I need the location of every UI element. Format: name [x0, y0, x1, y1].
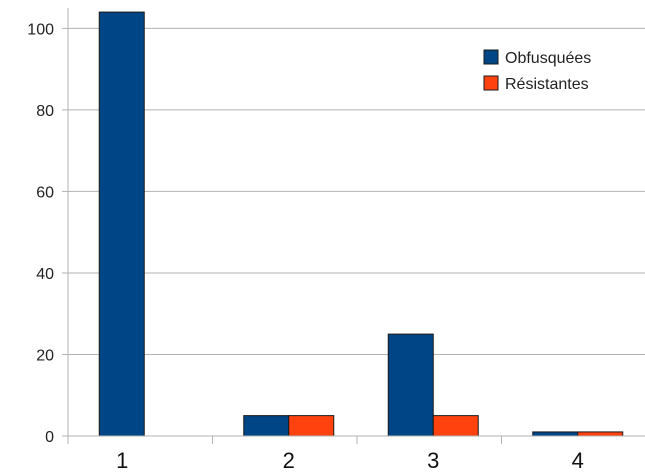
legend: Obfusquées Résistantes	[483, 49, 591, 93]
x-tick-label-3: 3	[427, 448, 439, 473]
y-tick-label-60: 60	[36, 184, 54, 201]
x-axis: 1 2 3 4	[67, 435, 645, 473]
bar-resistantes-3	[432, 415, 479, 437]
bar-resistantes-2	[288, 415, 335, 437]
legend-label-obfusquees: Obfusquées	[505, 50, 591, 67]
x-tick-label-1: 1	[116, 448, 128, 473]
y-tick-label-0: 0	[45, 429, 54, 446]
bar-obfusquees-2	[243, 415, 290, 437]
y-tick-label-100: 100	[27, 21, 54, 38]
y-tick-label-80: 80	[36, 103, 54, 120]
bars	[98, 11, 624, 437]
gridlines	[68, 27, 645, 355]
bar-obfusquees-1	[98, 11, 145, 437]
x-tick-label-4: 4	[572, 448, 584, 473]
legend-swatch-resistantes	[483, 75, 499, 91]
bar-obfusquees-3	[387, 333, 434, 437]
y-axis: 0 20 40 60 80 100	[27, 8, 69, 446]
legend-label-resistantes: Résistantes	[505, 76, 589, 93]
legend-swatch-obfusquees	[483, 49, 499, 65]
bar-resistantes-4	[577, 431, 624, 437]
x-tick-label-2: 2	[283, 448, 295, 473]
y-tick-label-20: 20	[36, 347, 54, 364]
y-tick-label-40: 40	[36, 266, 54, 283]
bar-obfusquees-4	[532, 431, 579, 437]
